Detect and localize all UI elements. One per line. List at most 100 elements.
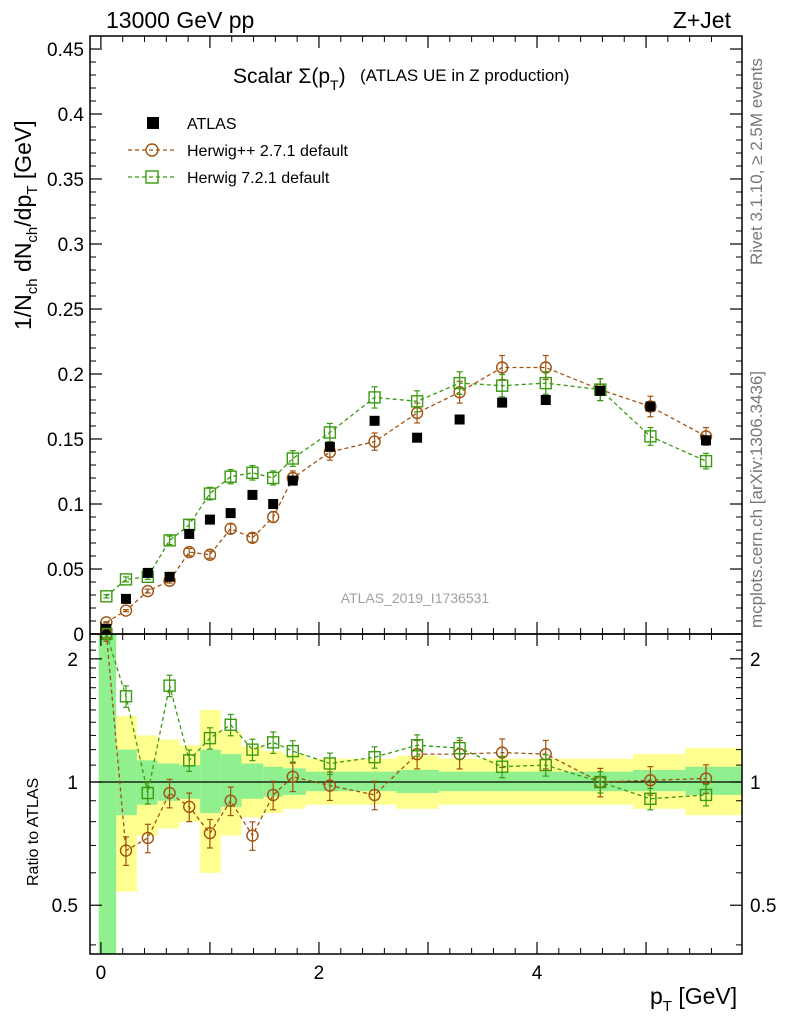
herwig7-point	[699, 454, 713, 468]
ratio-herwig7-point	[224, 718, 237, 731]
xtick-label: 0	[96, 963, 107, 984]
atlas-point	[412, 432, 423, 443]
herwigpp-point	[183, 545, 196, 559]
herwig7-point	[203, 487, 217, 500]
x-axis-label: pT [GeV]	[650, 983, 737, 1015]
ratio-herwig7-point	[699, 788, 713, 802]
ratio-herwigpp-point	[644, 774, 657, 787]
ratio-ytick-label: 1	[67, 773, 78, 794]
ratio-herwig7-point	[539, 758, 552, 772]
ratio-band-inner	[98, 634, 117, 954]
herwig7-point	[163, 534, 176, 547]
ratio-herwig7-point	[119, 690, 133, 703]
herwig7-point	[323, 426, 337, 439]
atlas-point	[369, 415, 380, 426]
legend: ATLAS Herwig++ 2.7.1 default Herwig 7.2.…	[128, 116, 349, 187]
atlas-point	[454, 414, 465, 425]
ratio-herwig7-point	[163, 679, 176, 692]
ratio-herwigpp-point	[266, 788, 280, 802]
atlas-point	[225, 508, 236, 519]
ratio-band-inner	[481, 771, 524, 792]
ratio-band-inner	[241, 763, 264, 799]
herwig7-point	[644, 430, 657, 443]
ratio-herwigpp-point	[246, 829, 259, 842]
ratio-band-inner	[200, 749, 221, 814]
legend-atlas-marker	[147, 117, 159, 129]
legend-herwigpp-marker	[145, 143, 159, 157]
herwigpp-point	[119, 604, 133, 617]
main-panel	[100, 354, 713, 634]
ratio-band-inner	[523, 771, 572, 792]
ratio-ytick-label: 0.5	[52, 896, 78, 917]
legend-herwigpp-label: Herwig++ 2.7.1 default	[187, 143, 349, 160]
process-label: Z+Jet	[673, 7, 732, 33]
ratio-herwigpp-point	[183, 800, 196, 813]
ratio-ytick-label-right: 0.5	[750, 896, 776, 917]
herwig7-point	[539, 376, 552, 390]
ratio-herwigpp-point	[119, 844, 133, 857]
herwig7-point	[119, 573, 133, 586]
atlas-point	[701, 435, 712, 446]
ratio-herwigpp-point	[141, 831, 154, 845]
legend-herwig7-marker	[145, 170, 159, 184]
ratio-band-inner	[438, 771, 482, 792]
ratio-frame	[89, 633, 743, 955]
ratio-herwig7-point	[286, 744, 299, 758]
ratio-herwig7-point	[246, 743, 259, 756]
ratio-herwigpp-point	[163, 786, 176, 800]
main-ytick-label: 0.2	[58, 365, 84, 386]
herwig7-point	[100, 590, 113, 603]
main-ylabel: 1/Nch dNch/dpT [GeV]	[10, 120, 41, 330]
legend-herwig7-label: Herwig 7.2.1 default	[187, 170, 330, 187]
main-ytick-label: 0.15	[47, 430, 84, 451]
ratio-band-inner	[220, 754, 242, 807]
main-ytick-label: 0.05	[47, 560, 84, 581]
ratio-herwig7-point	[495, 760, 509, 773]
main-ytick-label: 0.45	[47, 40, 84, 61]
atlas-point	[247, 489, 258, 500]
atlas-point	[268, 499, 279, 509]
main-ytick-label: 0.1	[58, 495, 84, 516]
main-ytick-label: 0	[73, 625, 84, 646]
herwig7-point	[453, 376, 466, 390]
ratio-herwig7-point	[203, 731, 217, 745]
atlas-point	[142, 567, 153, 578]
herwig7-point	[246, 466, 259, 479]
ratio-band-inner	[632, 770, 686, 792]
atlas-point	[287, 475, 298, 486]
ratio-herwigpp-point	[286, 770, 299, 783]
ratio-ylabel: Ratio to ATLAS	[25, 778, 42, 886]
ratio-band-inner	[685, 766, 742, 795]
ratio-herwig7-point	[410, 739, 424, 752]
herwig7-point	[224, 470, 237, 483]
ratio-herwig7-point	[368, 750, 381, 764]
herwigpp-point	[266, 510, 280, 524]
atlas-point	[120, 593, 131, 604]
ratio-ytick-label: 2	[67, 650, 78, 671]
herwigpp-point	[141, 584, 154, 598]
ratio-herwig7-point	[183, 754, 196, 767]
ratio-herwigpp-point	[368, 788, 381, 802]
ratio-ytick-label-right: 1	[750, 773, 761, 794]
xtick-label: 2	[314, 963, 325, 984]
ratio-herwig7-point	[141, 786, 154, 800]
herwigpp-point	[203, 548, 217, 561]
atlas-point	[164, 571, 175, 582]
ratio-herwigpp-point	[224, 794, 237, 807]
analysis-watermark: ATLAS_2019_I1736531	[341, 590, 490, 606]
ratio-ytick-label-right: 2	[750, 650, 761, 671]
herwig7-point	[410, 395, 424, 408]
herwigpp-point	[495, 361, 509, 374]
ratio-herwig7-point	[323, 757, 337, 770]
rivet-version-label: Rivet 3.1.10, ≥ 2.5M events	[747, 58, 766, 265]
axes: 0 0.05 0.1 0.15 0.2 0.25 0.3 0.35 0.4 0.45 0.5 0.5 1…	[47, 35, 776, 984]
ratio-herwigpp-point	[203, 826, 217, 840]
herwigpp-point	[224, 522, 237, 535]
atlas-point	[324, 441, 335, 452]
herwigpp-point	[644, 400, 657, 413]
herwig7-line	[105, 382, 707, 597]
herwig7-point	[266, 471, 280, 485]
atlas-point	[184, 528, 195, 539]
main-ytick-label: 0.25	[47, 300, 84, 321]
herwig7-point	[495, 379, 509, 392]
